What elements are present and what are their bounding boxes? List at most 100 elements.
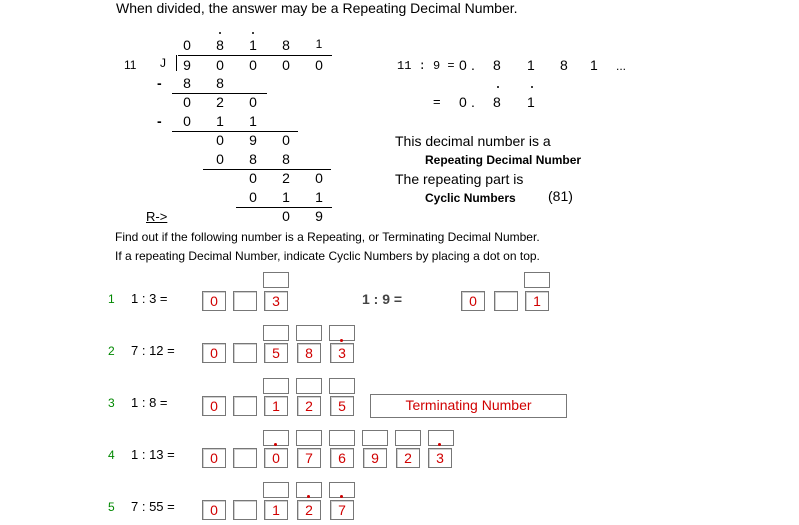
problem-number: 5 <box>108 500 115 514</box>
step-digit: 8 <box>183 75 191 91</box>
problem-number: 1 <box>108 292 115 306</box>
dot-box[interactable] <box>524 272 550 288</box>
answer-box[interactable] <box>233 396 257 416</box>
answer-box[interactable]: 3 <box>330 343 354 363</box>
remainder-digit: 0 <box>282 208 290 224</box>
example-label: 1 : 9 = <box>362 291 403 307</box>
answer-box[interactable]: 5 <box>330 396 354 416</box>
dot-box[interactable] <box>263 378 289 394</box>
problem-number: 3 <box>108 396 115 410</box>
answer-box[interactable] <box>233 343 257 363</box>
repeat-dot <box>438 443 441 446</box>
dot-box[interactable] <box>329 430 355 446</box>
dot-box[interactable] <box>263 482 289 498</box>
answer-box[interactable]: 2 <box>396 448 420 468</box>
answer-box[interactable]: 1 <box>264 500 288 520</box>
equation-digit: 8 <box>560 57 568 73</box>
step-digit: 8 <box>216 75 224 91</box>
explanation-term: Repeating Decimal Number <box>425 153 582 167</box>
divisor: 11 <box>124 58 137 72</box>
repeat-dot <box>340 495 343 498</box>
dividend-digit: 9 <box>183 57 191 73</box>
problem-expression: 1 : 13 = <box>131 447 175 462</box>
step-digit: 1 <box>315 189 323 205</box>
repeat-dot <box>531 86 533 88</box>
dot-box[interactable] <box>395 430 421 446</box>
dividend-digit: 0 <box>315 57 323 73</box>
division-bracket: J <box>160 56 166 70</box>
answer-box[interactable] <box>233 448 257 468</box>
minus-sign: - <box>157 113 162 129</box>
answer-box[interactable]: 3 <box>264 291 288 311</box>
dot-box[interactable] <box>296 325 322 341</box>
dividend-digit: 0 <box>249 57 257 73</box>
step-digit: 8 <box>282 151 290 167</box>
repeat-dot <box>252 32 254 34</box>
problem-expression: 7 : 55 = <box>131 499 175 514</box>
step-digit: 0 <box>315 170 323 186</box>
answer-box[interactable]: 1 <box>525 291 549 311</box>
page-title: When divided, the answer may be a Repeat… <box>116 0 518 16</box>
step-digit: 9 <box>249 132 257 148</box>
answer-box[interactable]: 0 <box>264 448 288 468</box>
answer-box[interactable]: 6 <box>330 448 354 468</box>
answer-box[interactable]: 0 <box>202 396 226 416</box>
step-digit: 1 <box>216 113 224 129</box>
dot-box[interactable] <box>296 378 322 394</box>
equation-digit: . <box>471 94 475 110</box>
step-digit: 1 <box>249 113 257 129</box>
answer-box[interactable]: 9 <box>363 448 387 468</box>
answer-box[interactable]: 0 <box>202 500 226 520</box>
equation-ellipsis: ... <box>616 59 627 73</box>
answer-box[interactable]: 3 <box>428 448 452 468</box>
equation-digit: 0 <box>459 94 467 110</box>
answer-box[interactable]: 2 <box>297 500 321 520</box>
problem-number: 2 <box>108 344 115 358</box>
quotient-digit: 8 <box>282 37 290 53</box>
dot-box[interactable] <box>362 430 388 446</box>
step-digit: 0 <box>216 132 224 148</box>
answer-box[interactable]: 7 <box>330 500 354 520</box>
dividend-digit: 0 <box>216 57 224 73</box>
repeat-dot <box>307 495 310 498</box>
answer-box[interactable] <box>494 291 518 311</box>
step-digit: 1 <box>282 189 290 205</box>
explanation-text: The repeating part is <box>395 171 524 187</box>
answer-box[interactable]: 0 <box>202 448 226 468</box>
dot-box[interactable] <box>428 430 454 446</box>
answer-box[interactable] <box>233 500 257 520</box>
step-digit: 2 <box>282 170 290 186</box>
remainder-digit: 9 <box>315 208 323 224</box>
problem-expression: 7 : 12 = <box>131 343 175 358</box>
minus-sign: - <box>157 75 162 91</box>
quotient-digit: 0 <box>183 37 191 53</box>
dot-box[interactable] <box>263 272 289 288</box>
instruction-text: Find out if the following number is a Re… <box>115 230 540 244</box>
answer-box[interactable]: 0 <box>202 291 226 311</box>
dot-box[interactable] <box>263 325 289 341</box>
dot-box[interactable] <box>329 378 355 394</box>
answer-box[interactable]: 8 <box>297 343 321 363</box>
equals-sign: = <box>433 94 441 109</box>
answer-box[interactable]: 0 <box>202 343 226 363</box>
instruction-text: If a repeating Decimal Number, indicate … <box>115 249 540 263</box>
terminating-number-badge[interactable]: Terminating Number <box>370 394 567 418</box>
problem-number: 4 <box>108 448 115 462</box>
answer-box[interactable]: 0 <box>461 291 485 311</box>
explanation-term: Cyclic Numbers <box>425 191 516 205</box>
quotient-digit: 1 <box>249 37 257 53</box>
dividend-digit: 0 <box>282 57 290 73</box>
step-digit: 0 <box>249 170 257 186</box>
equation-digit: 8 <box>493 57 501 73</box>
dot-box[interactable] <box>296 430 322 446</box>
answer-box[interactable]: 5 <box>264 343 288 363</box>
answer-box[interactable] <box>233 291 257 311</box>
answer-box[interactable]: 7 <box>297 448 321 468</box>
quotient-digit: 1 <box>315 37 323 51</box>
explanation-text: This decimal number is a <box>395 133 551 149</box>
answer-box[interactable]: 1 <box>264 396 288 416</box>
answer-box[interactable]: 2 <box>297 396 321 416</box>
repeat-dot <box>274 443 277 446</box>
remainder-label: R-> <box>146 209 168 224</box>
equation-digit: 8 <box>493 94 501 110</box>
